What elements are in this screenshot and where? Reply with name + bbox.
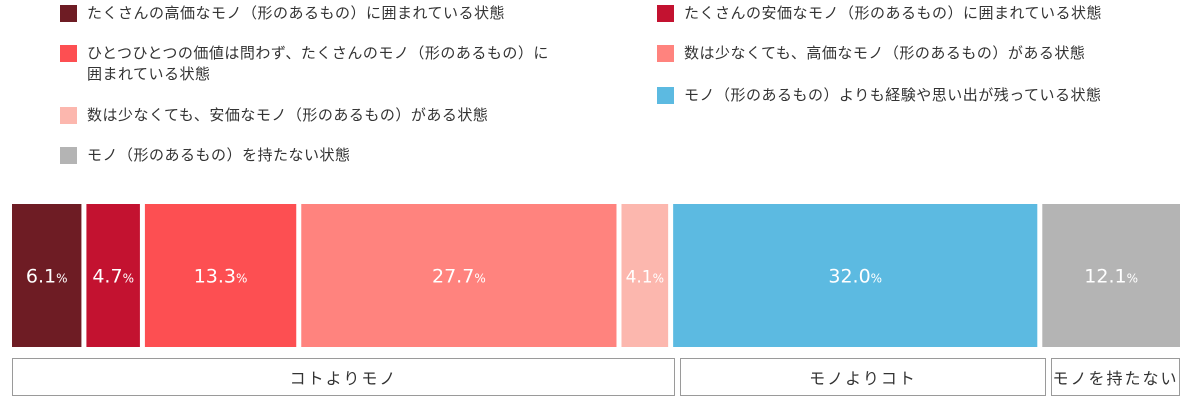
bar-segment-4 xyxy=(621,204,669,347)
bar-segment-0 xyxy=(12,204,82,347)
legend-label: ひとつひとつの価値は問わず、たくさんのモノ（形のあるもの）に 囲まれている状態 xyxy=(87,44,549,83)
bar-value-label-1: 4.7% xyxy=(92,266,134,288)
legend-item-many-any-value: ひとつひとつの価値は問わず、たくさんのモノ（形のあるもの）に 囲まれている状態 xyxy=(60,43,600,85)
legend-swatch xyxy=(60,5,77,22)
legend-swatch xyxy=(657,5,674,22)
legend-swatch xyxy=(60,107,77,124)
bar-segment-1 xyxy=(86,204,140,347)
legend-label: たくさんの高価なモノ（形のあるもの）に囲まれている状態 xyxy=(87,4,506,22)
legend-item-expensive-many: たくさんの高価なモノ（形のあるもの）に囲まれている状態 xyxy=(60,3,600,24)
legend-swatch xyxy=(60,147,77,164)
legend-item-experiences: モノ（形のあるもの）よりも経験や思い出が残っている状態 xyxy=(657,85,1177,106)
legend-item-few-expensive: 数は少なくても、高価なモノ（形のあるもの）がある状態 xyxy=(657,43,1177,64)
bar-value-label-6: 12.1% xyxy=(1084,266,1138,288)
legend-item-few-cheap: 数は少なくても、安価なモノ（形のあるもの）がある状態 xyxy=(60,105,600,126)
legend-swatch xyxy=(60,45,77,62)
bar-value-label-0: 6.1% xyxy=(26,266,68,288)
legend-swatch xyxy=(657,87,674,104)
legend-label: 数は少なくても、安価なモノ（形のあるもの）がある状態 xyxy=(87,106,489,124)
group-label-mono-yori-koto: モノよりコト xyxy=(680,358,1046,396)
bar-segment-3 xyxy=(301,204,617,347)
bar-segment-6 xyxy=(1042,204,1180,347)
legend-label: モノ（形のあるもの）を持たない状態 xyxy=(87,146,351,164)
group-label-no-possessions: モノを持たない xyxy=(1051,358,1180,396)
legend-label: 数は少なくても、高価なモノ（形のあるもの）がある状態 xyxy=(684,44,1086,62)
legend-item-cheap-many: たくさんの安価なモノ（形のあるもの）に囲まれている状態 xyxy=(657,3,1177,24)
legend-swatch xyxy=(657,45,674,62)
legend-item-no-possessions: モノ（形のあるもの）を持たない状態 xyxy=(60,145,600,166)
bar-value-label-4: 4.1% xyxy=(626,268,664,288)
group-label-koto-yori-mono: コトよりモノ xyxy=(12,358,675,396)
bar-segment-5 xyxy=(673,204,1038,347)
bar-value-label-5: 32.0% xyxy=(828,266,882,288)
bar-segment-2 xyxy=(144,204,297,347)
legend-label: モノ（形のあるもの）よりも経験や思い出が残っている状態 xyxy=(684,86,1102,104)
bar-value-label-3: 27.7% xyxy=(432,266,486,288)
bar-value-label-2: 13.3% xyxy=(194,266,248,288)
legend-label: たくさんの安価なモノ（形のあるもの）に囲まれている状態 xyxy=(684,4,1103,22)
